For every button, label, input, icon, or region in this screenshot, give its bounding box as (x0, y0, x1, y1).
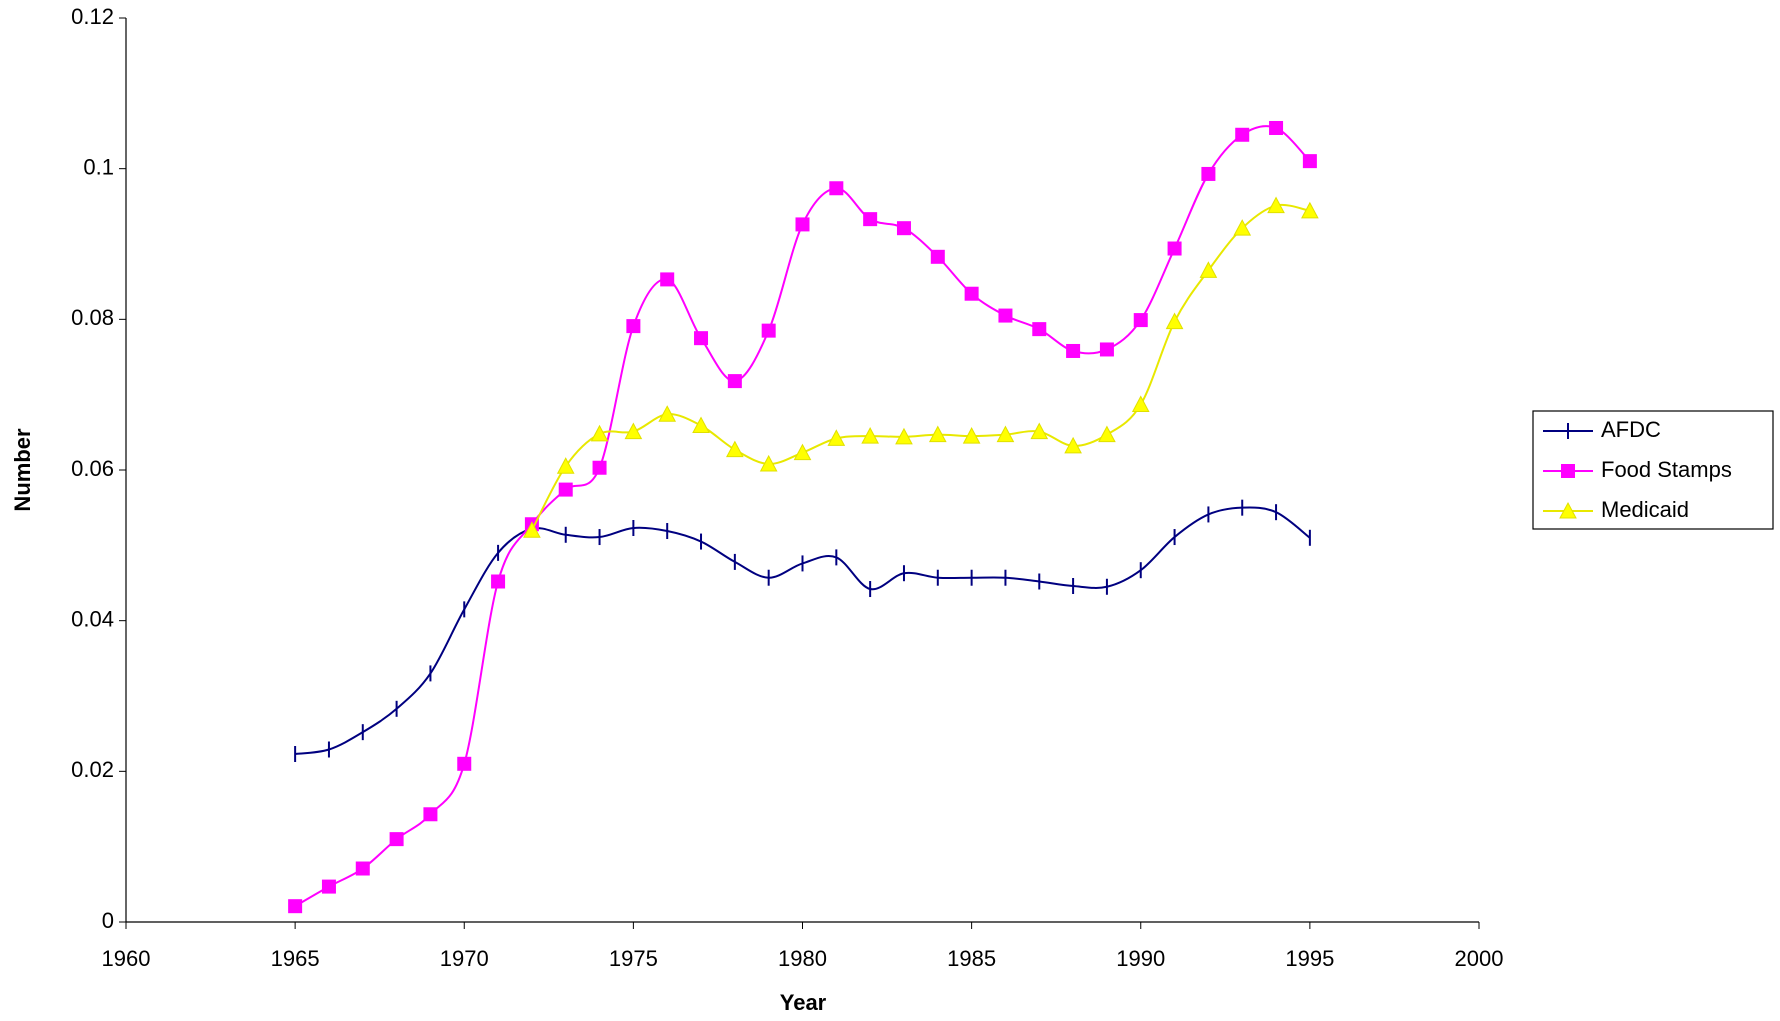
legend-marker (1559, 501, 1577, 519)
x-tick-label: 1995 (1285, 946, 1334, 971)
x-tick-label: 1990 (1116, 946, 1165, 971)
x-tick-label: 1960 (102, 946, 151, 971)
marker (389, 832, 404, 847)
marker (727, 374, 742, 389)
marker (1201, 166, 1216, 181)
marker (1269, 120, 1284, 135)
marker (523, 521, 541, 538)
y-axis-title: Number (10, 428, 35, 512)
marker (998, 308, 1013, 323)
marker (1131, 395, 1150, 412)
series-line (294, 506, 1311, 755)
legend-label: Medicaid (1601, 497, 1689, 522)
legend-marker (1561, 464, 1575, 478)
marker (1199, 261, 1218, 278)
marker (1235, 127, 1250, 142)
y-tick-label: 0.1 (83, 154, 114, 179)
marker (592, 460, 607, 475)
marker (590, 424, 609, 442)
series-line (294, 125, 1311, 908)
marker (863, 212, 878, 227)
marker (626, 319, 641, 334)
marker (930, 249, 945, 264)
marker (896, 221, 911, 236)
marker (962, 427, 981, 444)
y-tick-label: 0.08 (71, 305, 114, 330)
marker (1133, 313, 1148, 328)
marker (355, 861, 370, 876)
x-tick-label: 1985 (947, 946, 996, 971)
marker (1267, 196, 1285, 214)
marker (1032, 322, 1047, 337)
marker (928, 425, 947, 443)
x-tick-label: 1975 (609, 946, 658, 971)
marker (1165, 312, 1184, 330)
marker (827, 429, 846, 446)
x-tick-label: 1970 (440, 946, 489, 971)
marker (1099, 342, 1114, 357)
marker (1167, 241, 1182, 256)
marker (658, 405, 677, 422)
marker (321, 879, 336, 894)
marker (660, 272, 675, 287)
marker (793, 443, 812, 461)
y-tick-label: 0.04 (71, 606, 114, 631)
marker (759, 454, 778, 472)
marker (1302, 154, 1317, 169)
x-tick-label: 1980 (778, 946, 827, 971)
marker (829, 181, 844, 196)
marker (1233, 219, 1252, 236)
x-tick-label: 2000 (1455, 946, 1504, 971)
marker (795, 217, 810, 232)
marker (1064, 436, 1082, 454)
marker (761, 323, 776, 338)
marker (692, 416, 710, 434)
marker (556, 457, 575, 474)
x-tick-label: 1965 (271, 946, 320, 971)
marker (1066, 343, 1081, 358)
marker (726, 440, 744, 458)
marker (624, 422, 643, 440)
marker (423, 807, 438, 822)
marker (964, 286, 979, 301)
marker (861, 427, 879, 444)
marker (1301, 201, 1319, 219)
y-tick-label: 0 (102, 908, 114, 933)
marker (457, 756, 472, 771)
y-tick-label: 0.02 (71, 757, 114, 782)
marker (895, 427, 913, 445)
marker (1030, 422, 1049, 440)
marker (1098, 425, 1116, 443)
legend-label: AFDC (1601, 417, 1661, 442)
legend-label: Food Stamps (1601, 457, 1732, 482)
marker (996, 425, 1015, 443)
marker (558, 482, 573, 497)
y-tick-label: 0.12 (71, 4, 114, 29)
marker (694, 331, 709, 346)
series-line (531, 203, 1311, 531)
y-tick-label: 0.06 (71, 456, 114, 481)
marker (288, 899, 303, 914)
x-axis-title: Year (780, 990, 827, 1015)
marker (491, 574, 506, 589)
